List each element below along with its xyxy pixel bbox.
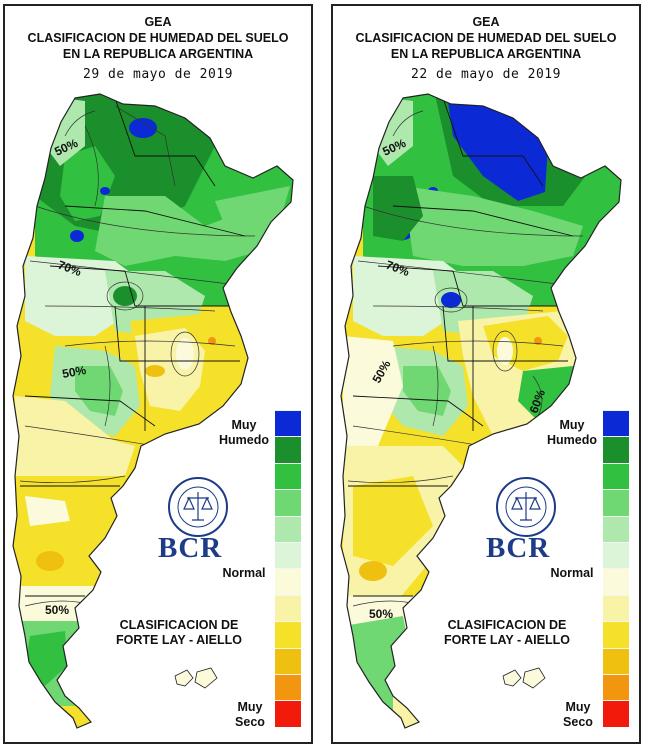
legend-swatch [275,621,301,648]
legend-swatch [603,515,629,542]
legend-color-scale [603,410,629,727]
legend-swatch [603,647,629,674]
bcr-seal-logo [496,477,556,537]
source-credit: CLASIFICACION DE FORTE LAY - AIELLO [109,618,249,648]
legend-top-label: Muy Humedo [547,418,597,447]
map-title-line1: GEA [472,15,500,29]
legend-color-scale [275,410,301,727]
legend-swatch [275,594,301,622]
map-panel-right: 50% 70% 50% 50% 60% GEA CLASIFICACION DE… [331,4,641,744]
argentina-map-left: 50% 70% 50% 50% [12,93,294,729]
map-title-line2: CLASIFICACION DE HUMEDAD DEL SUELO [355,31,617,45]
legend-bottom-label: Muy Seco [235,700,265,729]
legend-swatch [603,621,629,648]
legend-swatch [603,462,629,490]
map-title-line1: GEA [144,15,172,29]
legend-swatch [603,568,629,595]
legend-swatch [275,462,301,490]
legend-normal-label: Normal [222,566,266,580]
legend-bottom-label: Muy Seco [563,700,593,729]
map-date: 22 de mayo de 2019 [411,67,561,82]
legend-swatch [603,436,629,463]
source-credit-line2: FORTE LAY - AIELLO [116,633,242,647]
bcr-seal-logo [168,477,228,537]
legend-top-label: Muy Humedo [219,418,269,447]
legend-swatch [275,436,301,463]
contour-label: 50% [369,607,393,621]
contour-label: 50% [61,363,87,381]
legend-swatch [275,647,301,674]
source-credit: CLASIFICACION DE FORTE LAY - AIELLO [437,618,577,648]
argentina-map-right: 50% 70% 50% 50% 60% [340,93,622,729]
falkland-islands [502,667,546,689]
map-panel-left: 50% 70% 50% 50% GEA CLASIFICACION DE HUM… [3,4,313,744]
source-credit-line1: CLASIFICACION DE [447,618,567,632]
source-credit-line1: CLASIFICACION DE [119,618,239,632]
legend-swatch [603,673,629,701]
legend-swatch [603,594,629,622]
legend-swatch [275,541,301,569]
legend-swatch [603,410,629,437]
legend-swatch [603,489,629,516]
map-date: 29 de mayo de 2019 [83,67,233,82]
legend-swatch [603,541,629,569]
falkland-islands [174,667,218,689]
contour-label: 50% [45,603,69,617]
legend-swatch [275,515,301,542]
bcr-logo-text: BCR [486,532,551,564]
map-title-line2: CLASIFICACION DE HUMEDAD DEL SUELO [27,31,289,45]
legend-swatch [275,489,301,516]
map-title-line3: EN LA REPUBLICA ARGENTINA [390,47,582,61]
legend-normal-label: Normal [550,566,594,580]
legend-swatch [275,568,301,595]
map-title-line3: EN LA REPUBLICA ARGENTINA [62,47,254,61]
legend-swatch [275,700,301,727]
bcr-logo-text: BCR [158,532,223,564]
legend-swatch [603,700,629,727]
legend-swatch [275,410,301,437]
source-credit-line2: FORTE LAY - AIELLO [444,633,570,647]
legend-swatch [275,673,301,701]
